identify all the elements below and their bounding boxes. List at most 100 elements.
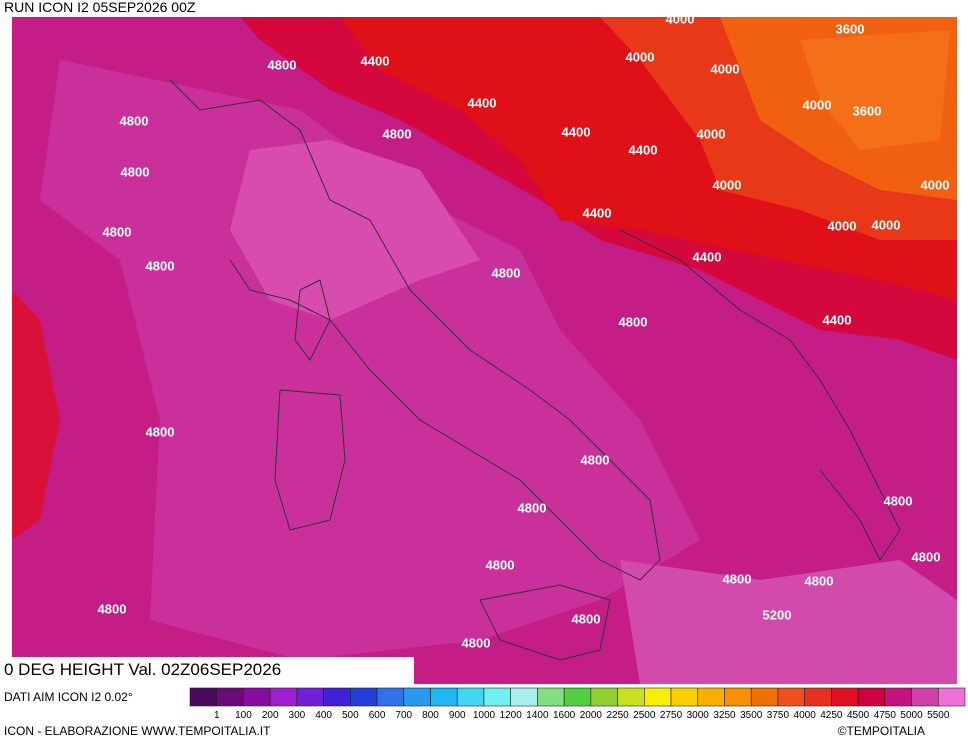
legend-label: 5500 — [927, 710, 950, 721]
legend-label: 4250 — [820, 710, 843, 721]
legend-label: 4000 — [794, 710, 817, 721]
legend-label: 4750 — [874, 710, 897, 721]
legend-label: 3750 — [767, 710, 790, 721]
contour-label: 4800 — [572, 611, 601, 626]
contour-label: 4800 — [98, 601, 127, 616]
legend-label: 1400 — [526, 710, 549, 721]
run-title: RUN ICON I2 05SEP2026 00Z — [4, 0, 196, 15]
contour-label: 4800 — [805, 573, 834, 588]
legend-swatch — [884, 687, 912, 707]
legend-swatch — [644, 687, 672, 707]
legend-swatch — [563, 687, 592, 707]
source: DATI AIM ICON I2 0.02° — [4, 690, 133, 704]
legend-label: 1 — [214, 710, 220, 721]
legend-label: 200 — [262, 710, 279, 721]
contour-label: 3600 — [853, 103, 882, 118]
contour-label: 4000 — [626, 49, 655, 64]
legend-swatch — [323, 687, 351, 707]
contour-label: 4800 — [121, 164, 150, 179]
contour-label: 4000 — [803, 97, 832, 112]
legend-label: 500 — [342, 710, 359, 721]
contour-label: 4800 — [912, 549, 941, 564]
legend-swatch — [804, 687, 832, 707]
legend-swatch — [750, 687, 779, 707]
legend: 1 100 200 300 400 500 600 700 800 900 1000 1200 1400… — [189, 687, 966, 721]
contour-label: 4400 — [629, 142, 658, 157]
contour-label: 4800 — [492, 265, 521, 280]
contour-label: 4800 — [120, 113, 149, 128]
legend-swatch — [777, 687, 805, 707]
legend-label: 300 — [289, 710, 306, 721]
field-box — [0, 657, 414, 684]
contour-label: 4800 — [581, 452, 610, 467]
legend-swatch — [590, 687, 618, 707]
legend-label: 1600 — [553, 710, 576, 721]
contour-label: 4800 — [146, 424, 175, 439]
contour-label: 4800 — [486, 557, 515, 572]
legend-label: 2250 — [606, 710, 629, 721]
legend-swatch — [403, 687, 431, 707]
legend-swatch — [911, 687, 939, 707]
legend-label: 800 — [422, 710, 439, 721]
legend-swatch — [617, 687, 645, 707]
legend-swatch — [937, 687, 966, 707]
warm-field — [12, 290, 60, 540]
legend-swatch — [724, 687, 752, 707]
contour-label: 4800 — [619, 314, 648, 329]
legend-label: 2750 — [660, 710, 683, 721]
footer-right: ©TEMPOITALIA — [838, 724, 925, 738]
legend-label: 3000 — [687, 710, 710, 721]
contour-label: 4800 — [103, 224, 132, 239]
contour-label: 4800 — [462, 635, 491, 650]
contour-label: 4800 — [884, 493, 913, 508]
contour-label: 3600 — [836, 21, 865, 36]
contour-label: 4400 — [361, 53, 390, 68]
legend-label: 100 — [235, 710, 252, 721]
contour-label: 4000 — [697, 126, 726, 141]
contour-labels: 4000 3600 4400 4800 4000 4000 4400 4000 3600 4800… — [98, 11, 950, 650]
legend-swatch — [831, 687, 859, 707]
warm-field — [800, 30, 950, 150]
legend-swatch — [857, 687, 886, 707]
contour-label: 4000 — [711, 61, 740, 76]
legend-label: 700 — [395, 710, 412, 721]
light-field — [620, 560, 957, 684]
legend-label: 3250 — [713, 710, 736, 721]
legend-swatch — [510, 687, 538, 707]
legend-label: 2500 — [633, 710, 656, 721]
legend-swatch — [697, 687, 725, 707]
legend-label: 900 — [449, 710, 466, 721]
legend-swatch — [456, 687, 485, 707]
contour-label: 4400 — [693, 249, 722, 264]
legend-label: 400 — [315, 710, 332, 721]
legend-label: 5000 — [900, 710, 923, 721]
contour-label: 5200 — [763, 607, 792, 622]
light-field — [230, 140, 480, 320]
legend-label: 600 — [369, 710, 386, 721]
contour-label: 4800 — [723, 571, 752, 586]
legend-label: 2000 — [580, 710, 603, 721]
legend-swatch — [483, 687, 511, 707]
legend-swatch — [243, 687, 271, 707]
footer-left: ICON - ELABORAZIONE WWW.TEMPOITALIA.IT — [4, 724, 271, 738]
legend-swatch — [350, 687, 378, 707]
field-title: 0 DEG HEIGHT Val. 02Z06SEP2026 — [4, 660, 281, 679]
header-box — [0, 0, 265, 17]
legend-label: 1200 — [500, 710, 523, 721]
legend-swatch — [189, 687, 218, 707]
legend-swatch — [296, 687, 324, 707]
contour-label: 4400 — [468, 95, 497, 110]
contour-label: 4800 — [146, 258, 175, 273]
contour-label: 4000 — [872, 217, 901, 232]
legend-swatch — [537, 687, 565, 707]
map — [12, 17, 957, 684]
contour-label: 4000 — [713, 177, 742, 192]
legend-swatch — [216, 687, 244, 707]
contour-label: 4400 — [562, 124, 591, 139]
contour-label: 4800 — [518, 500, 547, 515]
legend-label: 4500 — [847, 710, 870, 721]
light-field — [40, 60, 700, 660]
legend-swatch — [430, 687, 458, 707]
contour-label: 4000 — [828, 218, 857, 233]
